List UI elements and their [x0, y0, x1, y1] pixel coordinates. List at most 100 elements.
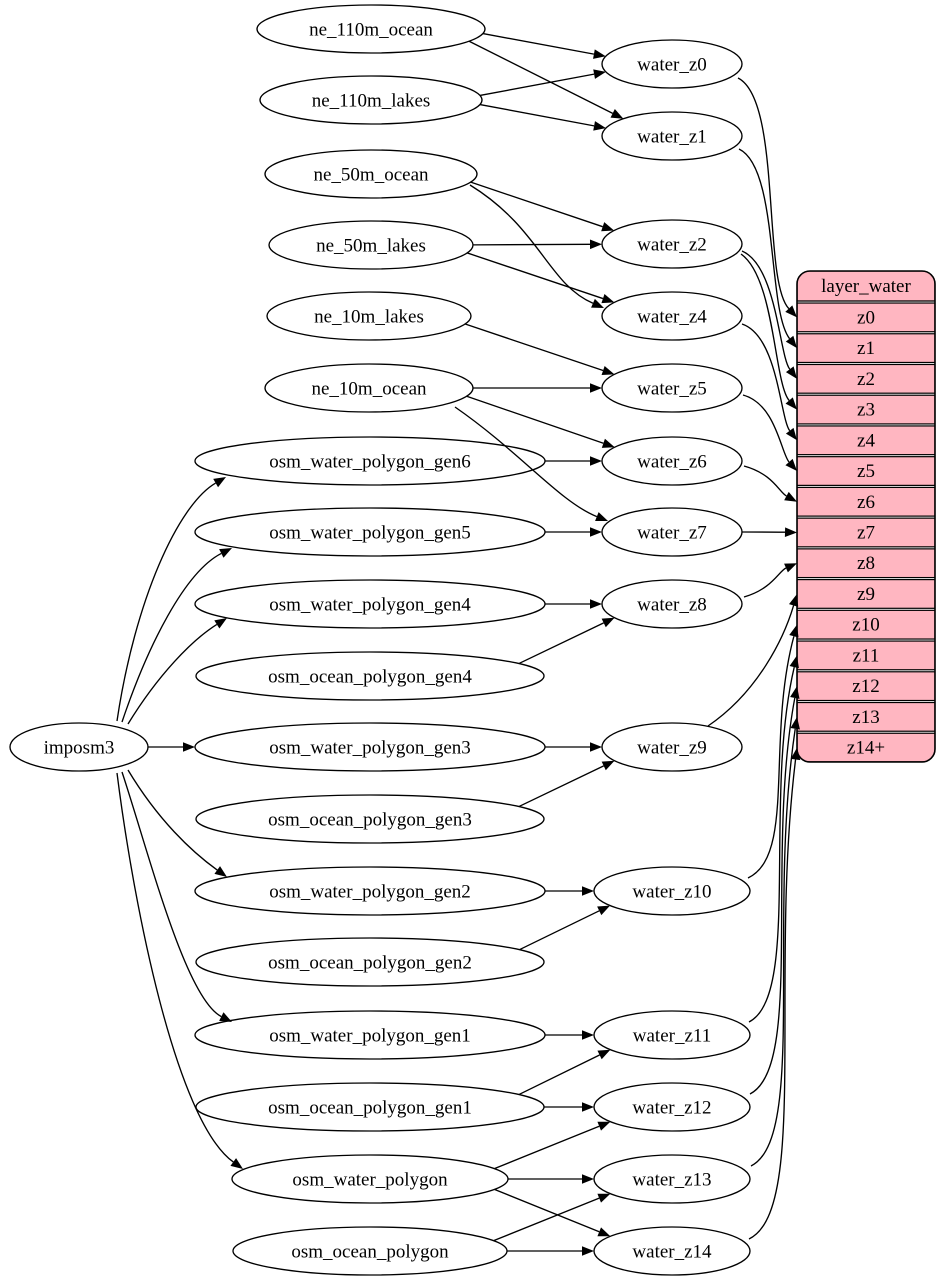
osm_water_polygon_gen3-label: osm_water_polygon_gen3 — [269, 738, 471, 759]
edge-line-osm_ocean_polygon_gen3-water_z9 — [518, 765, 605, 808]
arrowhead-ne_10m_ocean-water_z5 — [590, 383, 602, 393]
arrowhead-imposm3-osm_water_polygon_gen6 — [213, 477, 226, 488]
table-row-z3 — [797, 394, 935, 425]
table-row-z12 — [797, 671, 935, 702]
edge-line-ne_110m_ocean-water_z0 — [482, 32, 595, 55]
node-osm_water_polygon: osm_water_polygon — [231, 1154, 509, 1204]
table-row-z14+-label: z14+ — [847, 738, 885, 759]
osm_ocean_polygon_gen2-shape — [195, 937, 545, 987]
edge-line-water_z11-layer_water.z11 — [748, 666, 795, 1023]
edge-imposm3-osm_water_polygon_gen6 — [116, 477, 226, 722]
arrowhead-osm_water_polygon-water_z12 — [597, 1121, 611, 1131]
ne_50m_lakes-label: ne_50m_lakes — [316, 236, 426, 257]
water_z14-label: water_z14 — [632, 1242, 712, 1263]
arrowhead-osm_water_polygon_gen4-water_z8 — [590, 599, 602, 609]
arrowhead-ne_110m_lakes-water_z0 — [593, 69, 606, 79]
edge-osm_water_polygon-water_z14 — [494, 1188, 611, 1237]
arrowhead-ne_10m_ocean-water_z6 — [601, 438, 615, 448]
edge-osm_water_polygon_gen4-water_z8 — [545, 599, 602, 609]
arrowhead-ne_10m_ocean-water_z7 — [595, 512, 608, 522]
edge-line-ne_50m_lakes-water_z2 — [472, 243, 591, 246]
edge-water_z5-layer_water.z5 — [742, 394, 797, 472]
node-osm_ocean_polygon_gen1: osm_ocean_polygon_gen1 — [195, 1082, 545, 1132]
table-row-z1-label: z1 — [857, 338, 875, 359]
edge-ne_50m_ocean-water_z4 — [469, 184, 604, 308]
edge-line-water_z1-layer_water.z1 — [738, 148, 791, 340]
table-header-cell — [797, 271, 935, 302]
edge-osm_water_polygon-water_z12 — [494, 1121, 611, 1170]
node-ne_50m_ocean: ne_50m_ocean — [264, 149, 478, 199]
table-row-z8-label: z8 — [857, 553, 875, 574]
edge-water_z13-layer_water.z13 — [750, 716, 800, 1167]
edge-line-ne_10m_lakes-water_z5 — [464, 323, 604, 372]
edge-line-water_z13-layer_water.z13 — [750, 728, 796, 1167]
edge-ne_110m_lakes-water_z1 — [479, 103, 606, 131]
arrowhead-water_z12-layer_water.z12 — [790, 686, 800, 699]
imposm3-label: imposm3 — [44, 738, 115, 759]
table-row-z12-label: z12 — [852, 676, 879, 697]
node-water_z8: water_z8 — [601, 579, 743, 629]
edge-water_z1-layer_water.z1 — [738, 148, 797, 349]
edge-line-water_z6-layer_water.z6 — [743, 465, 787, 497]
node-osm_water_polygon_gen2: osm_water_polygon_gen2 — [194, 866, 546, 916]
arrowhead-water_z11-layer_water.z11 — [789, 655, 799, 669]
node-water_z2: water_z2 — [601, 219, 743, 269]
edge-line-water_z5-layer_water.z5 — [742, 394, 790, 463]
edge-line-water_z8-layer_water.z8 — [743, 567, 787, 598]
edge-water_z10-layer_water.z10 — [747, 624, 799, 879]
water_z8-label: water_z8 — [637, 595, 707, 616]
table-row-z10 — [797, 609, 935, 640]
water_z6-label: water_z6 — [637, 452, 707, 473]
edge-osm_ocean_polygon_gen4-water_z8 — [518, 617, 615, 665]
node-osm_water_polygon_gen5: osm_water_polygon_gen5 — [194, 507, 546, 557]
edges-layer — [116, 32, 801, 1256]
edge-line-water_z9-layer_water.z9 — [707, 605, 795, 727]
water_z1-label: water_z1 — [637, 127, 707, 148]
table-cells: layer_water z0 z1 z2 z3 z4 z5 z6 z7 z8 z9 z10 z11 z12… — [797, 271, 935, 762]
edge-water_z0-layer_water.z0 — [737, 77, 797, 318]
edge-ne_110m_lakes-water_z0 — [479, 69, 606, 97]
edge-water_z7-layer_water.z7 — [741, 527, 797, 537]
edge-line-water_z2-layer_water.z2 — [741, 250, 791, 370]
edge-line-imposm3-osm_water_polygon_gen5 — [121, 552, 222, 723]
edge-water_z8-layer_water.z8 — [743, 563, 797, 598]
table-row-z11 — [797, 640, 935, 671]
edge-line-imposm3-osm_water_polygon_gen6 — [116, 482, 216, 722]
arrowhead-water_z2-layer_water.z3 — [785, 397, 797, 410]
table-row-z14+ — [797, 732, 935, 762]
node-water_z5: water_z5 — [601, 363, 743, 413]
edge-water_z2-layer_water.z2 — [741, 250, 797, 379]
edge-line-osm_ocean_polygon_gen4-water_z8 — [518, 622, 605, 665]
edge-osm_water_polygon_gen5-water_z7 — [545, 527, 602, 537]
node-water_z1: water_z1 — [601, 111, 743, 161]
edge-ne_10m_lakes-water_z5 — [464, 323, 615, 376]
arrowhead-osm_water_polygon_gen3-water_z9 — [590, 742, 602, 752]
edge-water_z4-layer_water.z4 — [741, 323, 797, 441]
edge-line-water_z10-layer_water.z10 — [747, 636, 795, 879]
node-osm_water_polygon_gen1: osm_water_polygon_gen1 — [194, 1010, 546, 1060]
edge-ne_50m_lakes-water_z2 — [472, 239, 603, 250]
node-osm_water_polygon_gen4: osm_water_polygon_gen4 — [194, 579, 546, 629]
osm_water_polygon-label: osm_water_polygon — [292, 1170, 448, 1191]
table-row-z5-label: z5 — [857, 461, 875, 482]
ne_10m_ocean-label: ne_10m_ocean — [311, 379, 427, 400]
edge-water_z12-layer_water.z12 — [749, 686, 800, 1095]
water_z2-label: water_z2 — [637, 235, 707, 256]
edge-line-ne_110m_ocean-water_z1 — [468, 40, 613, 114]
node-osm_ocean_polygon_gen4: osm_ocean_polygon_gen4 — [195, 651, 545, 701]
osm_water_polygon_gen6-label: osm_water_polygon_gen6 — [269, 452, 471, 473]
table-row-z10-label: z10 — [852, 615, 879, 636]
table-row-z6-label: z6 — [857, 492, 875, 513]
node-water_z11: water_z11 — [593, 1010, 751, 1060]
edge-water_z9-layer_water.z9 — [707, 593, 799, 727]
arrowhead-osm_water_polygon-water_z13 — [582, 1174, 594, 1184]
node-imposm3: imposm3 — [9, 722, 149, 772]
table-row-z2 — [797, 363, 935, 394]
edge-ne_110m_ocean-water_z1 — [468, 40, 624, 119]
table-row-z13-label: z13 — [852, 707, 879, 728]
arrowhead-osm_ocean_polygon_gen4-water_z8 — [601, 617, 615, 628]
arrowhead-water_z6-layer_water.z6 — [784, 491, 797, 502]
node-water_z12: water_z12 — [593, 1082, 751, 1132]
ne_10m_lakes-label: ne_10m_lakes — [314, 307, 424, 328]
